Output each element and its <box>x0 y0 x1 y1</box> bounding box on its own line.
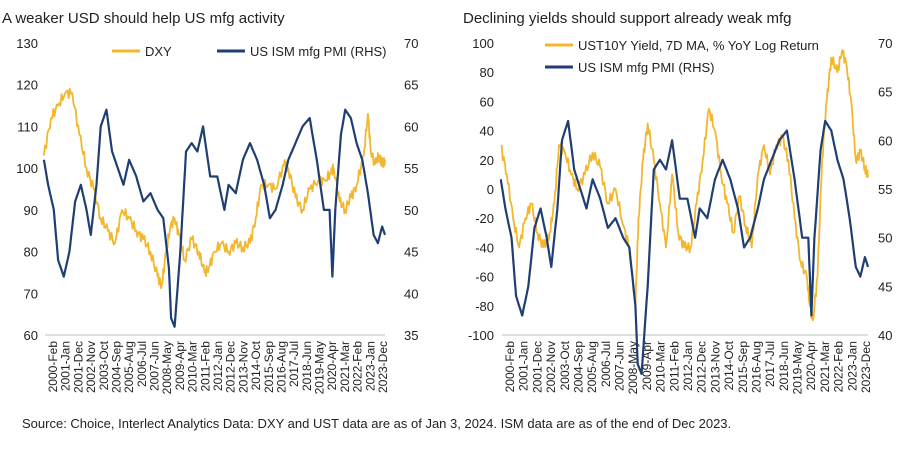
ust-chart-y-right-tick-60: 60 <box>878 133 892 148</box>
ust-chart-x-tick-2011-feb: 2011-Feb <box>667 341 681 392</box>
dxy-chart-title: A weaker USD should help US mfg activity <box>2 10 285 27</box>
source-note: Source: Choice, Interlect Analytics Data… <box>22 416 732 431</box>
ust-chart-x-tick-2014-oct: 2014-Oct <box>722 340 736 390</box>
dxy-chart-x-tick-2002-nov: 2002-Nov <box>84 341 98 393</box>
ust-chart-x-tick-2001-jan: 2001-Jan <box>517 341 531 391</box>
dxy-chart-x-tick-2012-jan: 2012-Jan <box>211 341 225 391</box>
dxy-chart-x-tick-2022-feb: 2022-Feb <box>351 341 365 393</box>
dxy-chart-x-tick-2017-jul: 2017-Jul <box>287 341 301 387</box>
ust-chart-x-tick-2002-nov: 2002-Nov <box>544 341 558 393</box>
dxy-chart-y-left-tick-110: 110 <box>17 119 38 134</box>
ust-chart-x-tick-2013-nov: 2013-Nov <box>708 341 722 393</box>
dxy-chart-x-tick-2023-dec: 2023-Dec <box>376 341 390 393</box>
ust-chart-x-tick-2018-jun: 2018-Jun <box>777 341 791 391</box>
dxy-chart-y-left-tick-100: 100 <box>16 161 38 176</box>
dxy-chart-x-tick-2009-apr: 2009-Apr <box>173 341 187 390</box>
ust-chart-x-tick-2021-mar: 2021-Mar <box>818 341 832 392</box>
dxy-chart-y-right-tick-60: 60 <box>404 119 418 134</box>
dxy-chart-series-us-ism-mfg-pmi-rhs <box>42 108 387 328</box>
dxy-chart-y-right-tick-40: 40 <box>404 286 418 301</box>
ust-chart-y-right-tick-50: 50 <box>878 231 892 246</box>
dxy-chart-y-left-tick-130: 130 <box>16 36 38 51</box>
dxy-chart-x-tick-2023-jan: 2023-Jan <box>363 341 377 391</box>
dxy-chart-x-tick-2001-dec: 2001-Dec <box>71 341 85 393</box>
ust-chart-x-tick-2003-oct: 2003-Oct <box>558 340 572 390</box>
dxy-chart-y-right-tick-50: 50 <box>404 203 418 218</box>
dxy-chart-x-tick-2001-jan: 2001-Jan <box>59 341 73 391</box>
ust-chart-y-left-tick-20: -20 <box>475 211 494 226</box>
dxy-chart-y-left-tick-60: 60 <box>24 328 38 343</box>
dxy-chart-x-tick-2011-feb: 2011-Feb <box>198 341 212 392</box>
ust-chart-y-right-tick-55: 55 <box>878 182 892 197</box>
ust-chart-x-tick-2019-may: 2019-May <box>791 341 805 394</box>
ust-chart-x-tick-2000-feb: 2000-Feb <box>503 341 517 393</box>
ust-chart-y-left-tick-60: -60 <box>475 270 494 285</box>
dxy-chart-x-tick-2006-jul: 2006-Jul <box>135 341 149 387</box>
dxy-chart-x-tick-2020-apr: 2020-Apr <box>325 341 339 390</box>
dxy-chart-x-tick-2012-dec: 2012-Dec <box>224 341 238 393</box>
dxy-chart-y-right-tick-65: 65 <box>404 78 418 93</box>
ust-chart-x-tick-2023-jan: 2023-Jan <box>845 341 859 391</box>
ust-chart-y-right-tick-65: 65 <box>878 85 892 100</box>
ust-chart-legend-label-us-ism-mfg-pmi-rhs: US ISM mfg PMI (RHS) <box>578 60 715 75</box>
ust-chart-y-left-tick-20: 20 <box>480 153 494 168</box>
dxy-chart-x-tick-2016-aug: 2016-Aug <box>274 341 288 393</box>
ust-chart-y-left-tick-60: 60 <box>480 94 494 109</box>
ust-chart-x-tick-2012-jan: 2012-Jan <box>681 341 695 391</box>
ust-chart-x-tick-2010-mar: 2010-Mar <box>654 341 668 392</box>
ust-chart-y-left-tick-100: -100 <box>468 328 494 343</box>
ust-chart-y-left-tick-100: 100 <box>472 36 494 51</box>
dxy-chart-y-right-tick-70: 70 <box>404 36 418 51</box>
ust-chart-y-right-tick-45: 45 <box>878 279 892 294</box>
ust-chart-y-left-tick-80: -80 <box>475 299 494 314</box>
dxy-chart-x-tick-2015-sep: 2015-Sep <box>262 341 276 393</box>
ust-chart-x-tick-2016-aug: 2016-Aug <box>749 341 763 393</box>
dxy-chart-x-tick-2018-jun: 2018-Jun <box>300 341 314 391</box>
ust-chart-title: Declining yields should support already … <box>463 10 792 27</box>
dxy-chart-y-left-tick-90: 90 <box>24 203 38 218</box>
dxy-chart-x-tick-2007-jun: 2007-Jun <box>148 341 162 391</box>
ust-chart-x-tick-2022-feb: 2022-Feb <box>832 341 846 393</box>
ust-chart-x-tick-2004-sep: 2004-Sep <box>571 341 585 393</box>
dxy-chart-x-tick-2004-sep: 2004-Sep <box>109 341 123 393</box>
dxy-chart-series-dxy <box>43 87 386 290</box>
dxy-chart-y-right-tick-55: 55 <box>404 161 418 176</box>
ust-chart-x-tick-2017-jul: 2017-Jul <box>763 341 777 387</box>
ust-chart-x-tick-2023-dec: 2023-Dec <box>859 341 873 393</box>
ust-chart-y-left-tick-0: 0 <box>487 182 494 197</box>
dxy-chart-x-tick-2000-feb: 2000-Feb <box>46 341 60 393</box>
ust-chart-y-left-tick-80: 80 <box>480 65 494 80</box>
dxy-chart-x-tick-2003-oct: 2003-Oct <box>97 340 111 390</box>
dxy-chart-x-tick-2021-mar: 2021-Mar <box>338 341 352 392</box>
ust-chart-series-ust10y-yield-7d-ma-yoy-log-return <box>500 49 869 322</box>
ust-chart-x-tick-2005-aug: 2005-Aug <box>585 341 599 393</box>
dxy-chart-legend-label-dxy: DXY <box>145 44 172 59</box>
ust-chart-y-left-tick-40: 40 <box>480 124 494 139</box>
ust-chart-y-left-tick-40: -40 <box>475 240 494 255</box>
dxy-chart-y-right-tick-45: 45 <box>404 245 418 260</box>
dxy-chart-x-tick-2010-mar: 2010-Mar <box>186 341 200 392</box>
ust-chart-legend-label-ust10y-yield-7d-ma-yoy-log-return: UST10Y Yield, 7D MA, % YoY Log Return <box>578 38 819 53</box>
dxy-chart-x-tick-2019-may: 2019-May <box>313 341 327 394</box>
dxy-chart-y-right-tick-35: 35 <box>404 328 418 343</box>
ust-chart-x-tick-2020-apr: 2020-Apr <box>804 341 818 390</box>
dxy-chart-x-tick-2013-nov: 2013-Nov <box>236 341 250 393</box>
ust-chart-y-right-tick-70: 70 <box>878 36 892 51</box>
ust-chart-x-tick-2015-sep: 2015-Sep <box>736 341 750 393</box>
dxy-chart-y-left-tick-120: 120 <box>16 78 38 93</box>
dxy-chart-x-tick-2014-oct: 2014-Oct <box>249 340 263 390</box>
ust-chart-y-right-tick-40: 40 <box>878 328 892 343</box>
dxy-chart-x-tick-2008-may: 2008-May <box>160 341 174 394</box>
dxy-chart-x-tick-2005-aug: 2005-Aug <box>122 341 136 393</box>
ust-chart-x-tick-2001-dec: 2001-Dec <box>530 341 544 393</box>
ust-chart-series-us-ism-mfg-pmi-rhs <box>499 119 870 375</box>
dxy-chart-legend-label-us-ism-mfg-pmi-rhs: US ISM mfg PMI (RHS) <box>250 44 387 59</box>
dxy-chart-y-left-tick-70: 70 <box>24 286 38 301</box>
ust-chart-x-tick-2007-jun: 2007-Jun <box>613 341 627 391</box>
dxy-chart-y-left-tick-80: 80 <box>24 245 38 260</box>
ust-chart-x-tick-2012-dec: 2012-Dec <box>695 341 709 393</box>
ust-chart-x-tick-2006-jul: 2006-Jul <box>599 341 613 387</box>
